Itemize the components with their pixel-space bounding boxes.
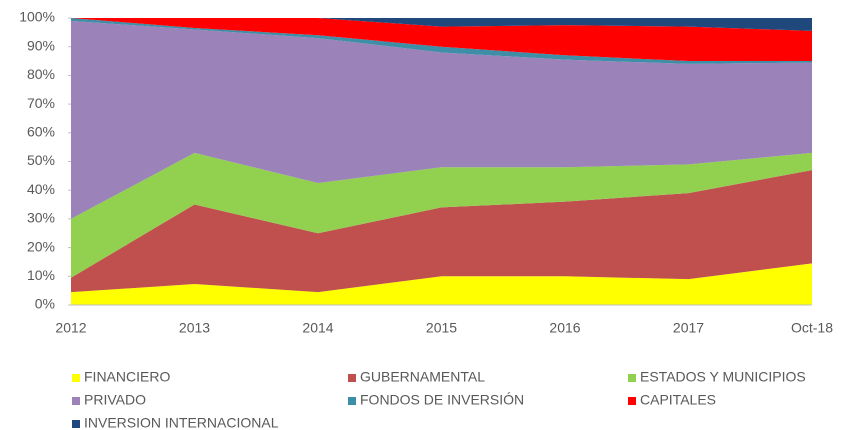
y-tick-label: 90% bbox=[27, 37, 55, 53]
legend-swatch bbox=[628, 374, 636, 382]
legend-label: PRIVADO bbox=[84, 392, 146, 408]
legend-swatch bbox=[348, 397, 356, 405]
x-tick-label: 2014 bbox=[302, 320, 333, 336]
x-tick-label: 2012 bbox=[55, 320, 86, 336]
legend-swatch bbox=[348, 374, 356, 382]
y-tick-label: 80% bbox=[27, 66, 55, 82]
legend-swatch bbox=[628, 397, 636, 405]
legend-label: FINANCIERO bbox=[84, 369, 170, 385]
y-tick-label: 10% bbox=[27, 267, 55, 283]
y-tick-label: 50% bbox=[27, 152, 55, 168]
y-tick-label: 60% bbox=[27, 124, 55, 140]
x-tick-label: 2013 bbox=[179, 320, 210, 336]
legend-label: FONDOS DE INVERSIÓN bbox=[360, 392, 524, 408]
y-tick-label: 40% bbox=[27, 181, 55, 197]
area bbox=[71, 263, 812, 305]
legend-label: ESTADOS Y MUNICIPIOS bbox=[640, 369, 806, 385]
legend-label: INVERSION INTERNACIONAL bbox=[84, 415, 279, 430]
x-tick-label: 2016 bbox=[549, 320, 580, 336]
y-tick-label: 100% bbox=[19, 9, 55, 25]
y-tick-label: 0% bbox=[35, 296, 55, 312]
area bbox=[71, 170, 812, 293]
legend-label: GUBERNAMENTAL bbox=[360, 369, 485, 385]
legend-label: CAPITALES bbox=[640, 392, 716, 408]
area bbox=[71, 18, 812, 31]
legend-swatch bbox=[72, 420, 80, 428]
legend-swatch bbox=[72, 397, 80, 405]
x-tick-label: 2015 bbox=[426, 320, 457, 336]
area bbox=[71, 18, 812, 62]
y-tick-label: 20% bbox=[27, 238, 55, 254]
legend-swatch bbox=[72, 374, 80, 382]
area bbox=[71, 152, 812, 278]
x-tick-label: Oct-18 bbox=[791, 320, 833, 336]
y-tick-label: 30% bbox=[27, 210, 55, 226]
x-tick-label: 2017 bbox=[673, 320, 704, 336]
y-tick-label: 70% bbox=[27, 95, 55, 111]
area bbox=[71, 20, 812, 219]
